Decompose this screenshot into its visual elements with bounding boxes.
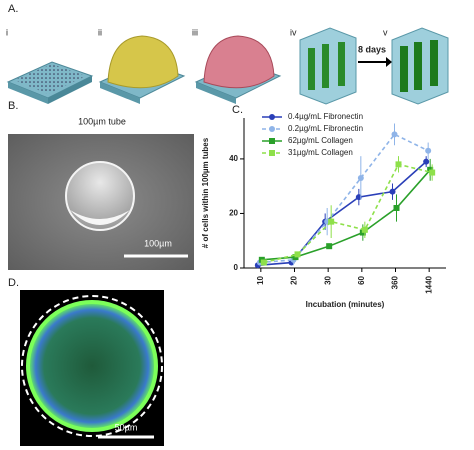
schematic [6, 27, 449, 105]
marker [294, 251, 301, 258]
arrow-label: 8 days [358, 44, 386, 54]
x-tick-label: 10 [256, 275, 265, 284]
y-tick-label: 20 [229, 209, 238, 218]
marker [423, 158, 430, 165]
marker [326, 243, 333, 250]
marker [361, 226, 368, 233]
x-tick-label: 360 [391, 275, 400, 289]
marker [269, 138, 275, 144]
legend-label: 0.2µg/mL Fibronectin [288, 124, 363, 133]
panel-label: B. [8, 100, 18, 112]
y-tick-label: 0 [234, 263, 239, 272]
y-axis-label: # of cells within 100µm tubes [201, 137, 210, 248]
scale-label: 50µm [115, 422, 138, 432]
legend-label: 62µg/mL Collagen [288, 136, 353, 145]
marker [389, 188, 396, 195]
legend-label: 31µg/mL Collagen [288, 148, 353, 157]
marker [269, 114, 275, 120]
marker [395, 161, 402, 168]
tube-outline [21, 295, 163, 437]
marker [260, 259, 267, 266]
tube [65, 161, 135, 231]
x-tick-label: 1440 [424, 275, 433, 293]
marker [328, 218, 335, 225]
series-line [263, 163, 433, 264]
x-tick-label: 60 [357, 275, 366, 284]
x-tick-label: 30 [323, 275, 332, 284]
marker [269, 126, 275, 132]
marker [357, 175, 364, 181]
step-label: v [383, 27, 388, 37]
series-line [259, 133, 429, 264]
y-tick-label: 40 [229, 154, 238, 163]
chart: 0 20 40 10 20 30 60 360 1440 Incubation (minutes)… [201, 112, 446, 309]
legend-label: 0.4µg/mL Fibronectin [288, 112, 363, 121]
image-title: 100µm tube [78, 116, 126, 126]
marker [425, 147, 432, 154]
x-axis-label: Incubation (minutes) [306, 300, 385, 309]
tube-cross-section [26, 300, 158, 432]
step-label: ii [98, 27, 102, 37]
marker [429, 169, 436, 176]
panel-label: A. [8, 3, 18, 15]
series-line [261, 169, 431, 261]
panel-label: D. [8, 277, 19, 289]
panel-label: C. [232, 104, 243, 116]
scale-label: 100µm [144, 238, 172, 248]
marker [269, 150, 275, 156]
marker [393, 205, 400, 211]
step-label: iii [192, 27, 198, 37]
step-label: iv [290, 27, 297, 37]
x-tick-label: 20 [290, 275, 299, 284]
marker [391, 131, 398, 138]
series-line [257, 161, 427, 267]
step-label: i [6, 27, 8, 37]
